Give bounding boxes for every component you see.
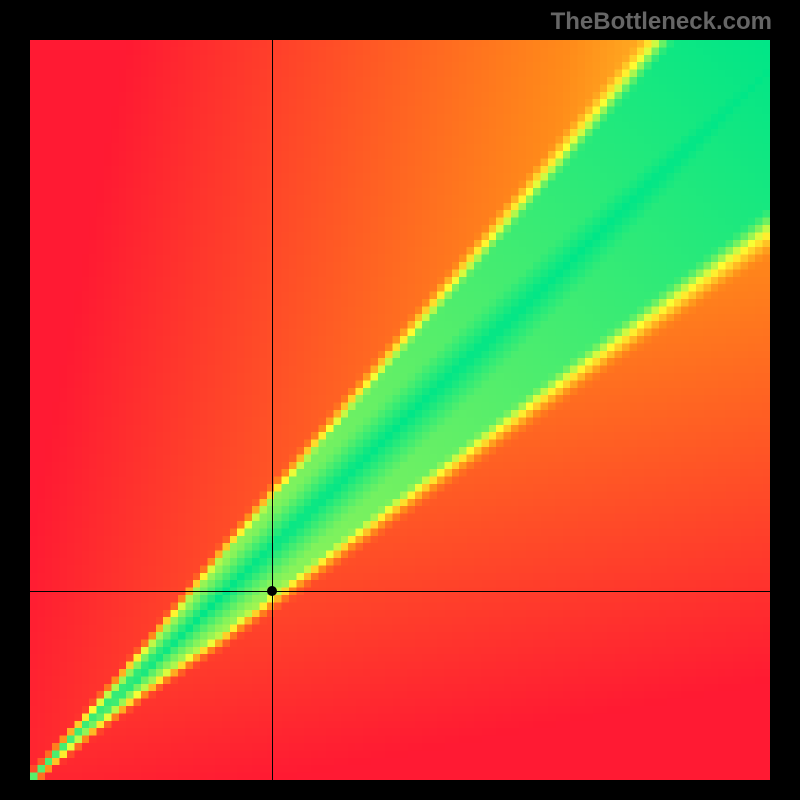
heatmap-canvas xyxy=(30,40,770,780)
heatmap-plot-area xyxy=(30,40,770,780)
crosshair-horizontal xyxy=(30,591,770,592)
chart-frame xyxy=(30,40,770,780)
crosshair-marker xyxy=(267,586,277,596)
attribution-text: TheBottleneck.com xyxy=(551,8,772,36)
crosshair-vertical xyxy=(272,40,273,780)
